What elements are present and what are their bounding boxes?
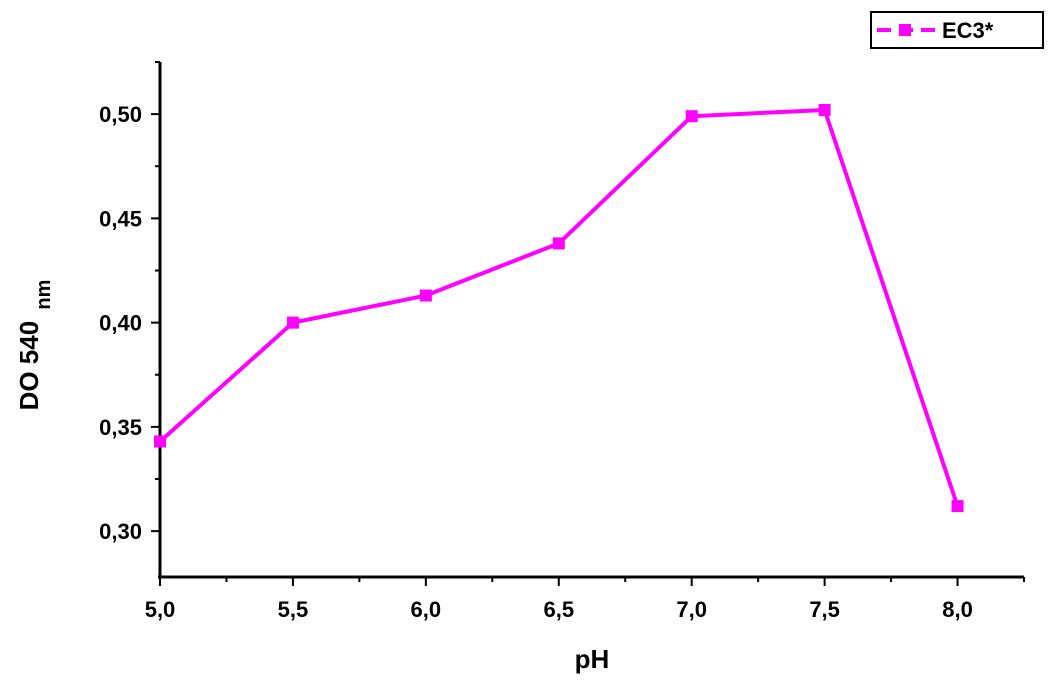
x-tick-label: 5,0 [145,597,176,622]
data-point [951,500,964,513]
x-tick-label: 5,5 [278,597,309,622]
data-point [552,237,565,250]
series-line-0 [158,107,960,507]
y-axis-title: DO 540 nm [14,280,55,411]
y-ticks: 0,30 0,35 0,40 0,45 0,50 [99,61,160,544]
x-tick-label: 7,5 [809,597,840,622]
data-point [286,316,299,329]
x-axis-title: pH [575,644,610,674]
y-tick-label: 0,50 [99,102,142,127]
data-point [818,103,831,116]
y-axis-title-main: DO 540 [14,321,44,411]
y-tick-label: 0,30 [99,519,142,544]
x-ticks: 5,0 5,5 6,0 6,5 7,0 7,5 8,0 [145,577,1025,622]
y-tick-label: 0,45 [99,206,142,231]
y-tick-label: 0,35 [99,415,142,440]
y-axis-title-subscript: nm [33,280,55,310]
x-tick-label: 6,0 [411,597,442,622]
data-point [419,289,432,302]
x-tick-label: 8,0 [942,597,973,622]
x-tick-label: 6,5 [543,597,574,622]
data-point [154,435,166,448]
y-tick-label: 0,40 [99,311,142,336]
legend-marker [899,24,911,36]
x-tick-label: 7,0 [676,597,707,622]
series-layer [154,103,964,513]
legend: EC3* [870,11,1044,49]
axes [158,62,1024,579]
data-point [685,110,698,123]
legend-label: EC3* [942,18,994,43]
